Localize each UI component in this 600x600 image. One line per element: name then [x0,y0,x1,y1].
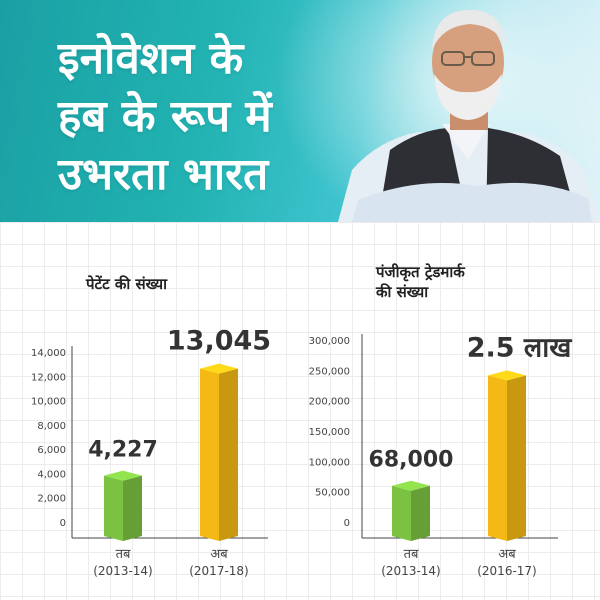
chart-2-title-line-2: की संख्या [376,283,429,301]
chart-2-value-label-2: 2.5 लाख [467,332,573,363]
chart-2-tick-label: 200,000 [309,397,350,408]
bar-top [104,470,142,481]
headline-line-3: उभरता भारत [58,149,269,200]
chart-1-tick-label: 6,000 [37,445,66,456]
chart-1-category-label-1: तब [116,547,131,562]
chart-2-tick-label: 250,000 [309,366,350,377]
chart-2-bar-1 [392,480,430,541]
chart-2-tick-label: 100,000 [309,457,350,468]
chart-2-tick-label: 50,000 [315,488,350,499]
bar-front-right [123,475,142,541]
portrait-hair [432,10,506,50]
chart-1-tick-label: 4,000 [37,469,66,480]
chart-1-tick-label: 12,000 [31,372,66,383]
chart-2-tick-label: 150,000 [309,427,350,438]
chart-2-category-sub-1: (2013-14) [381,564,441,578]
bar-front-left [488,375,507,541]
portrait-arms [352,182,592,222]
chart-2-category-label-1: तब [404,547,419,562]
bar-top [488,370,526,381]
chart-1-tick-label: 2,000 [37,494,66,505]
headline: इनोवेशन के हब के रूप में उभरता भारत [58,30,388,204]
chart-1-tick-label: 0 [60,518,66,529]
chart-2-value-label-1: 68,000 [369,448,454,473]
chart-2-tick-label: 0 [344,518,350,529]
headline-line-2: हब के रूप में [58,91,272,142]
chart-1-category-sub-2: (2017-18) [189,564,249,578]
chart-2-bar-2 [488,370,526,541]
bar-front-left [392,485,411,541]
portrait-face [432,16,504,108]
chart-2-tick-label: 300,000 [309,336,350,347]
chart-1-category-label-2: अब [210,547,228,562]
chart-1-tick-label: 14,000 [31,348,66,359]
chart-1-tick-label: 8,000 [37,421,66,432]
chart-1-title-text: पेटेंट की संख्या [86,275,167,293]
bar-top [200,363,238,374]
chart-1-category-sub-1: (2013-14) [93,564,153,578]
bar-front-left [200,368,219,541]
portrait-beard [434,74,502,120]
chart-1-value-label-1: 4,227 [88,438,158,463]
chart-2-category-label-2: अब [498,547,516,562]
bar-top [392,480,430,491]
chart-1-value-label-2: 13,045 [167,326,271,357]
header-banner: इनोवेशन के हब के रूप में उभरता भारत [0,0,600,222]
chart-1-tick-label: 10,000 [31,397,66,408]
chart-1-bar-2 [200,363,238,541]
bar-front-right [219,368,238,541]
chart-2-title-line-1: पंजीकृत ट्रेडमार्क [376,263,465,281]
bar-front-right [411,485,430,541]
chart-2-title: पंजीकृत ट्रेडमार्क की संख्या [376,262,465,302]
chart-1-bar-1 [104,470,142,541]
bar-front-left [104,475,123,541]
chart-1-title: पेटेंट की संख्या [86,274,167,294]
headline-line-1: इनोवेशन के [58,33,244,84]
chart-2-category-sub-2: (2016-17) [477,564,537,578]
bar-front-right [507,375,526,541]
portrait-photo [338,10,600,222]
charts-area: 0 2,000 4,000 6,000 8,000 10,000 12,000 14,000 4… [31,326,573,578]
grid-background [0,222,600,600]
